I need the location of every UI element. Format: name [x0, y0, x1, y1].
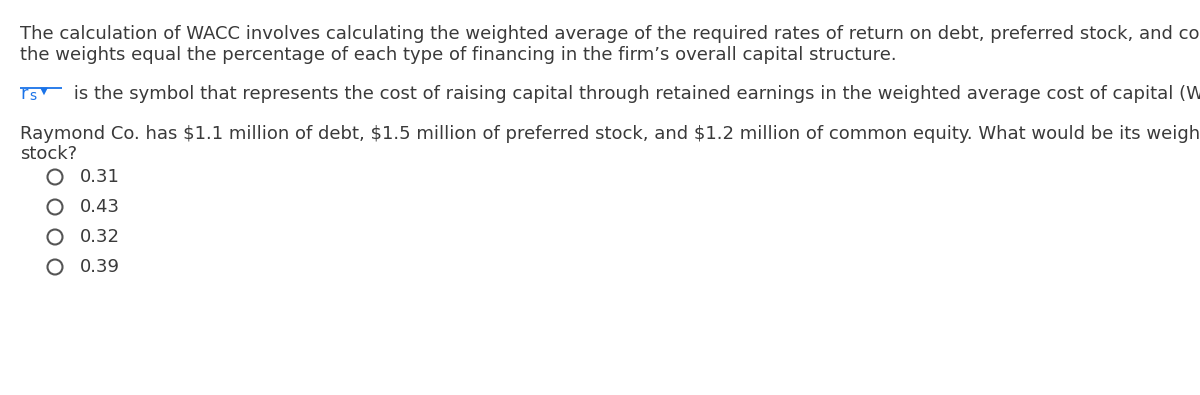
- Text: the weights equal the percentage of each type of financing in the firm’s overall: the weights equal the percentage of each…: [20, 46, 896, 64]
- Text: 0.39: 0.39: [80, 258, 120, 276]
- Text: 0.43: 0.43: [80, 198, 120, 216]
- Text: The calculation of WACC involves calculating the weighted average of the require: The calculation of WACC involves calcula…: [20, 25, 1200, 43]
- Text: ▼: ▼: [40, 86, 48, 96]
- Text: s: s: [29, 89, 36, 103]
- Text: 0.32: 0.32: [80, 228, 120, 246]
- Text: 0.31: 0.31: [80, 168, 120, 186]
- Text: stock?: stock?: [20, 145, 77, 163]
- Text: is the symbol that represents the cost of raising capital through retained earni: is the symbol that represents the cost o…: [68, 85, 1200, 103]
- Text: r: r: [20, 85, 28, 103]
- Text: Raymond Co. has $1.1 million of debt, $1.5 million of preferred stock, and $1.2 : Raymond Co. has $1.1 million of debt, $1…: [20, 125, 1200, 143]
